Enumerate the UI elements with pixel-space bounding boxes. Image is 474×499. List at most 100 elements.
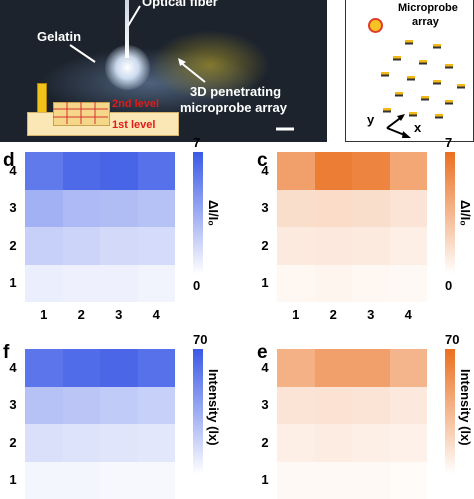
heatmap-cell: [390, 227, 428, 265]
heatmap-cell: [352, 349, 390, 387]
y-tick-label: 1: [257, 275, 273, 290]
heatmap-cell: [277, 424, 315, 462]
heatmap-cell: [390, 424, 428, 462]
heatmap-cell: [63, 387, 101, 425]
axis-x-label: x: [414, 120, 421, 135]
heatmap-cell: [63, 190, 101, 228]
heatmap-cell: [25, 387, 63, 425]
probe-dot-1: [405, 40, 413, 43]
heatmap-cell: [100, 227, 138, 265]
heatmap-cell: [277, 387, 315, 425]
colorbar-title: ΔI/I₀: [206, 200, 221, 226]
heatmap-e: [277, 349, 427, 499]
probe-dot-12: [445, 100, 453, 103]
y-tick-label: 4: [257, 163, 273, 178]
heatmap-cell: [25, 424, 63, 462]
heatmap-cell: [390, 462, 428, 499]
heatmap-cell: [63, 424, 101, 462]
heatmap-cell: [100, 462, 138, 499]
heatmap-cell: [63, 265, 101, 303]
x-tick-label: 3: [363, 307, 379, 322]
colorbar-title: Intensity (lx): [206, 369, 221, 446]
heatmap-cell: [352, 190, 390, 228]
probe-dot-14: [409, 112, 417, 115]
x-tick-label: 1: [288, 307, 304, 322]
heatmap-cell: [315, 190, 353, 228]
microprobe-dots: [345, 0, 474, 142]
y-tick-label: 4: [5, 360, 21, 375]
heatmap-cell: [138, 152, 176, 190]
heatmap-cell: [315, 349, 353, 387]
colorbar-max-label: 7: [193, 135, 200, 150]
colorbar-min-label: 0: [445, 278, 452, 293]
heatmap-cell: [390, 265, 428, 303]
heatmap-cell: [100, 387, 138, 425]
probe-dot-7: [407, 76, 415, 79]
heatmap-cell: [315, 424, 353, 462]
x-tick-label: 1: [36, 307, 52, 322]
heatmap-d: [25, 152, 175, 302]
heatmap-cell: [315, 227, 353, 265]
y-tick-label: 2: [5, 238, 21, 253]
y-tick-label: 3: [257, 397, 273, 412]
heatmap-cell: [25, 349, 63, 387]
heatmap-cell: [277, 227, 315, 265]
probe-dot-3: [393, 56, 401, 59]
colorbar-e: [445, 349, 455, 474]
level2-label: 2nd level: [112, 98, 159, 110]
heatmap-cell: [25, 190, 63, 228]
y-tick-label: 2: [5, 435, 21, 450]
heatmap-cell: [138, 227, 176, 265]
probe-dot-11: [421, 96, 429, 99]
y-tick-label: 1: [5, 275, 21, 290]
heatmap-cell: [138, 462, 176, 499]
heatmap-cell: [100, 190, 138, 228]
y-tick-label: 2: [257, 435, 273, 450]
colorbar-title: Intensity (lx): [458, 369, 473, 446]
heatmap-cell: [315, 387, 353, 425]
heatmap-cell: [390, 190, 428, 228]
fiber-pointer-arrow: [128, 6, 140, 26]
heatmap-cell: [315, 462, 353, 499]
heatmap-cell: [277, 152, 315, 190]
heatmap-cell: [277, 349, 315, 387]
x-tick-label: 3: [111, 307, 127, 322]
heatmap-cell: [100, 424, 138, 462]
x-tick-label: 4: [400, 307, 416, 322]
heatmap-cell: [25, 462, 63, 499]
heatmap-cell: [277, 190, 315, 228]
level1-label: 1st level: [112, 119, 155, 131]
heatmap-cell: [352, 227, 390, 265]
heatmap-cell: [352, 462, 390, 499]
heatmap-cell: [277, 265, 315, 303]
axis-y-label: y: [367, 112, 374, 127]
heatmap-cell: [138, 424, 176, 462]
heatmap-cell: [138, 349, 176, 387]
heatmap-c: [277, 152, 427, 302]
probe-dot-2: [433, 44, 441, 47]
colorbar-f: [193, 349, 203, 474]
probe-dot-10: [395, 92, 403, 95]
heatmap-cell: [390, 387, 428, 425]
heatmap-cell: [352, 424, 390, 462]
y-tick-label: 3: [257, 200, 273, 215]
heatmap-cell: [352, 265, 390, 303]
heatmap-cell: [100, 152, 138, 190]
probe-dot-8: [433, 80, 441, 83]
heatmap-cell: [390, 349, 428, 387]
heatmap-cell: [315, 265, 353, 303]
colorbar-min-label: 0: [193, 278, 200, 293]
colorbar-max-label: 7: [445, 135, 452, 150]
y-tick-label: 4: [257, 360, 273, 375]
y-tick-label: 1: [257, 472, 273, 487]
colorbar-d: [193, 152, 203, 274]
gelatin-pointer-arrow: [70, 45, 95, 62]
y-tick-label: 2: [257, 238, 273, 253]
probe-dot-5: [445, 64, 453, 67]
heatmap-cell: [63, 462, 101, 499]
heatmap-cell: [138, 190, 176, 228]
heatmap-cell: [138, 387, 176, 425]
heatmap-cell: [100, 265, 138, 303]
x-tick-label: 4: [148, 307, 164, 322]
heatmap-cell: [25, 265, 63, 303]
